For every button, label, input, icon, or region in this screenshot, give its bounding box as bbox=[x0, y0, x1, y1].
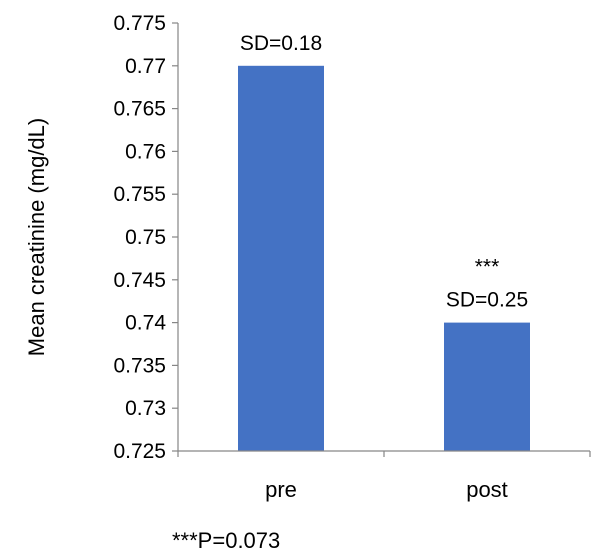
bar-pre bbox=[238, 65, 324, 452]
y-tick-label: 0.74 bbox=[125, 312, 166, 335]
y-axis-title: Mean creatinine (mg/dL) bbox=[24, 118, 49, 356]
y-tick-label: 0.765 bbox=[113, 98, 166, 121]
y-tick-label: 0.735 bbox=[113, 354, 166, 377]
y-tick-label: 0.75 bbox=[125, 226, 166, 249]
y-tick-label: 0.76 bbox=[125, 140, 166, 163]
y-axis-ticks: 0.725 0.73 0.735 0.74 0.745 0.75 0.755 0.76 0.76… bbox=[113, 12, 178, 463]
x-axis-ticks: pre post bbox=[177, 451, 591, 502]
x-tick-label: pre bbox=[265, 477, 297, 502]
bar-post bbox=[444, 322, 530, 451]
y-tick-label: 0.77 bbox=[125, 55, 166, 78]
y-tick-label: 0.745 bbox=[113, 269, 166, 292]
x-tick-label: post bbox=[466, 477, 508, 502]
data-label-pre: SD=0.18 bbox=[240, 32, 322, 55]
y-tick-label: 0.755 bbox=[113, 183, 166, 206]
y-tick-label: 0.725 bbox=[113, 440, 166, 463]
data-label-post: SD=0.25 bbox=[446, 289, 528, 312]
y-tick-label: 0.775 bbox=[113, 12, 166, 35]
data-labels: SD=0.18 *** SD=0.25 bbox=[240, 32, 528, 312]
data-label-post: *** bbox=[475, 256, 500, 279]
significance-footnote: ***P=0.073 bbox=[172, 528, 280, 553]
bars bbox=[238, 65, 530, 452]
y-tick-label: 0.73 bbox=[125, 397, 166, 420]
